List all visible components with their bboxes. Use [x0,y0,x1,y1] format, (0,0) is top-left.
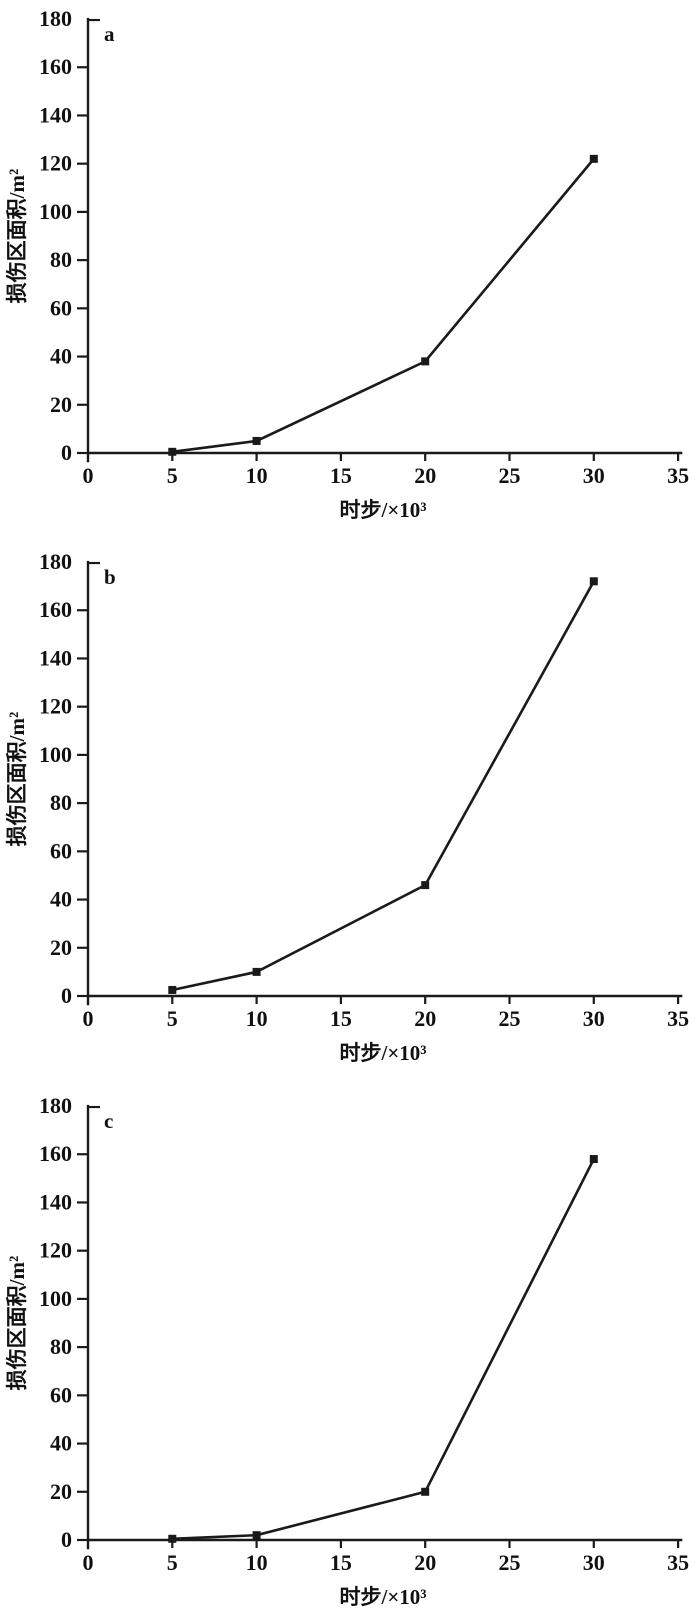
x-tick-label: 0 [83,463,94,488]
y-tick-label: 100 [39,742,72,767]
x-tick-label: 15 [330,1006,352,1031]
y-tick-label: 120 [39,151,72,176]
x-tick-label: 5 [167,463,178,488]
y-tick-label: 40 [50,887,72,912]
y-axis-title: 损伤区面积/m² [5,712,29,847]
data-point [252,436,261,445]
panel-label-a: a [104,22,115,46]
chart-panel-c: 0 20 40 60 80 100 120 140 160 180 0 5 10 15 20 25 30 35 时步… [0,1073,700,1609]
data-point [421,881,430,890]
chart-svg-a: 0 20 40 60 80 100 120 140 160 180 0 5 10 15 20 25 30 35 时步… [5,6,689,522]
y-tick-label: 140 [39,645,72,670]
y-tick-label: 120 [39,694,72,719]
y-tick-label: 20 [50,1479,72,1504]
y-tick-label: 100 [39,1286,72,1311]
x-tick-label: 5 [167,1006,178,1031]
x-tick-label: 15 [330,1550,352,1575]
panel-label-c: c [104,1109,113,1133]
data-point [589,577,598,586]
data-line-damage-zone-area [172,1158,595,1541]
y-tick-label: 160 [39,1141,72,1166]
x-tick-label: 35 [667,1550,689,1575]
x-tick-label: 30 [583,1550,605,1575]
plot-area: 0 20 40 60 80 100 120 140 160 180 0 5 10 15 20 25 30 35 时步… [5,6,689,522]
x-tick-label: 35 [667,463,689,488]
x-axis-title: 时步/×10³ [339,1041,426,1065]
y-axis-title: 损伤区面积/m² [5,1256,29,1391]
y-tick-label: 80 [50,247,72,272]
x-tick-label: 25 [499,1550,521,1575]
data-point [168,447,177,456]
chart-svg-b: 0 20 40 60 80 100 120 140 160 180 0 5 10 15 20 25 30 35 时步… [5,549,689,1065]
y-axis-title: 损伤区面积/m² [5,169,29,304]
x-tick-label: 25 [499,1006,521,1031]
data-point [589,1155,598,1164]
y-tick-label: 180 [39,549,72,574]
x-tick-label: 35 [667,1006,689,1031]
y-tick-label: 0 [61,983,72,1008]
plot-area: 0 20 40 60 80 100 120 140 160 180 0 5 10 15 20 25 30 35 时步… [5,549,689,1065]
x-tick-label: 10 [246,463,268,488]
y-tick-label: 100 [39,199,72,224]
y-tick-label: 0 [61,1527,72,1552]
x-tick-label: 20 [414,1550,436,1575]
y-tick-label: 20 [50,392,72,417]
x-tick-label: 30 [583,1006,605,1031]
y-tick-label: 20 [50,935,72,960]
data-line-damage-zone-area [172,580,595,992]
data-point [168,1534,177,1543]
panel-label-b: b [104,565,116,589]
data-point [168,985,177,994]
data-point [421,357,430,366]
x-tick-label: 15 [330,463,352,488]
data-point [589,154,598,163]
data-point [252,1531,261,1540]
x-tick-label: 30 [583,463,605,488]
chart-svg-c: 0 20 40 60 80 100 120 140 160 180 0 5 10 15 20 25 30 35 时步… [5,1093,689,1609]
plot-area: 0 20 40 60 80 100 120 140 160 180 0 5 10 15 20 25 30 35 时步… [5,1093,689,1609]
y-tick-label: 80 [50,1334,72,1359]
y-tick-label: 140 [39,1189,72,1214]
x-tick-label: 0 [83,1550,94,1575]
y-tick-label: 60 [50,1382,72,1407]
y-tick-label: 40 [50,1431,72,1456]
x-tick-label: 10 [246,1550,268,1575]
y-tick-label: 160 [39,54,72,79]
data-line-damage-zone-area [172,158,595,454]
x-tick-label: 25 [499,463,521,488]
x-tick-label: 10 [246,1006,268,1031]
x-axis-title: 时步/×10³ [339,1585,426,1609]
x-tick-label: 0 [83,1006,94,1031]
y-tick-label: 180 [39,6,72,31]
x-tick-label: 5 [167,1550,178,1575]
y-tick-label: 180 [39,1093,72,1118]
y-tick-label: 80 [50,790,72,815]
y-tick-label: 160 [39,597,72,622]
y-tick-label: 120 [39,1238,72,1263]
data-point [421,1487,430,1496]
y-tick-label: 60 [50,295,72,320]
x-tick-label: 20 [414,1006,436,1031]
chart-panel-b: 0 20 40 60 80 100 120 140 160 180 0 5 10 15 20 25 30 35 时步… [0,537,700,1073]
x-tick-label: 20 [414,463,436,488]
chart-panel-a: 0 20 40 60 80 100 120 140 160 180 0 5 10 15 20 25 30 35 时步… [0,0,700,537]
y-tick-label: 0 [61,440,72,465]
x-axis-title: 时步/×10³ [339,498,426,522]
data-point [252,967,261,976]
y-tick-label: 40 [50,344,72,369]
y-tick-label: 60 [50,838,72,863]
y-tick-label: 140 [39,102,72,127]
